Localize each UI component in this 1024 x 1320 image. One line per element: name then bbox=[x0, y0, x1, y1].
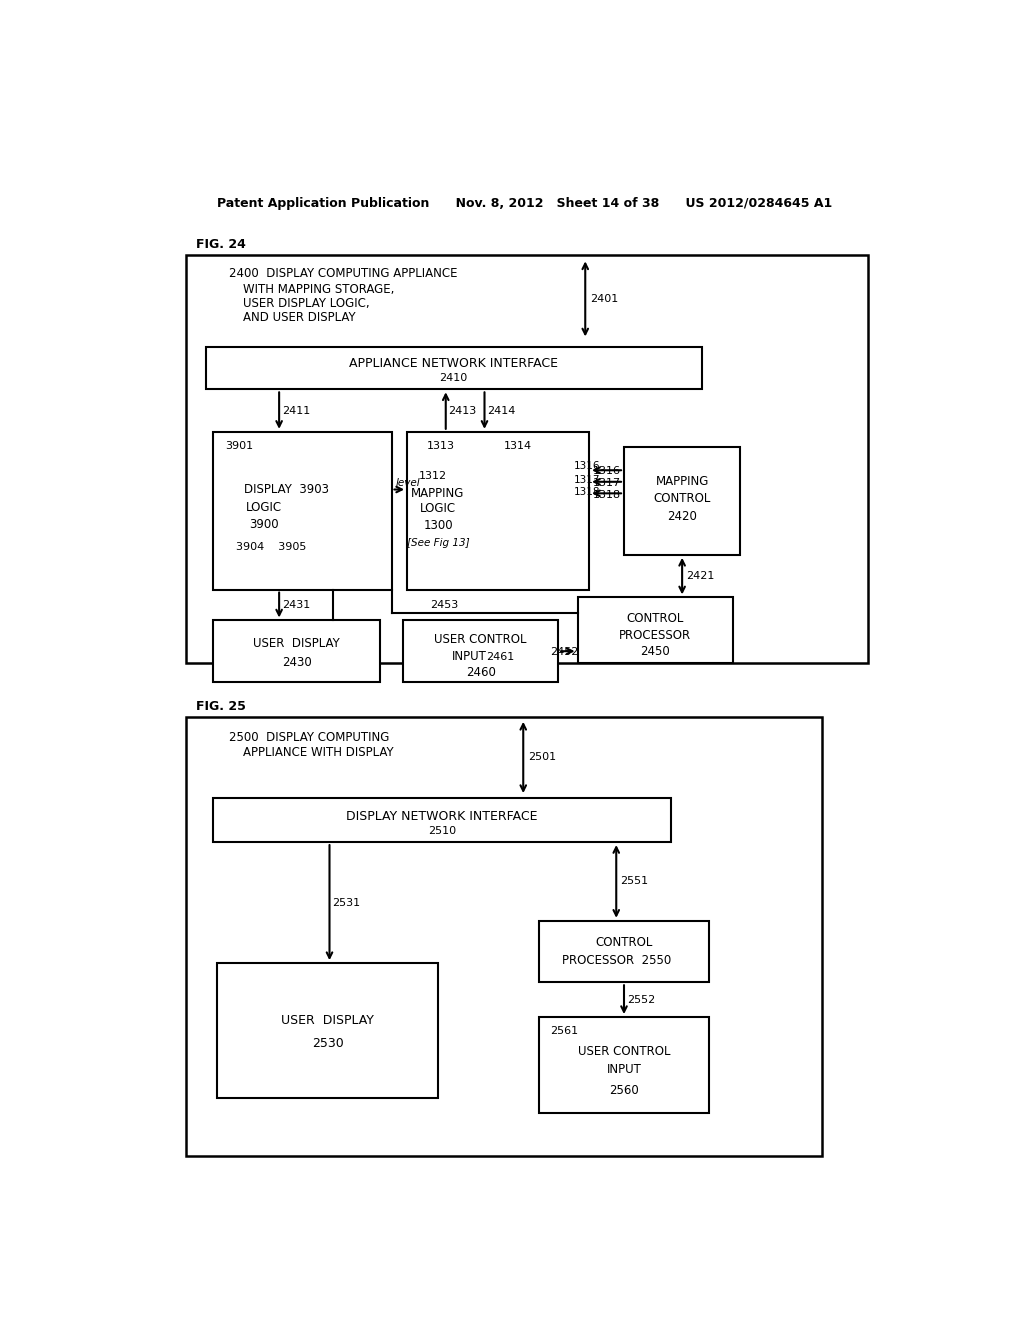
Text: 1318: 1318 bbox=[574, 487, 601, 496]
Text: USER CONTROL: USER CONTROL bbox=[578, 1045, 671, 1059]
Text: 2460: 2460 bbox=[466, 667, 496, 680]
Text: USER  DISPLAY: USER DISPLAY bbox=[253, 638, 340, 649]
Text: USER DISPLAY LOGIC,: USER DISPLAY LOGIC, bbox=[243, 297, 370, 310]
Text: 2551: 2551 bbox=[621, 876, 648, 887]
Text: 2510: 2510 bbox=[428, 826, 456, 837]
Text: 2411: 2411 bbox=[283, 405, 310, 416]
Text: 2453: 2453 bbox=[430, 601, 459, 610]
Text: 2431: 2431 bbox=[283, 601, 310, 610]
Text: APPLIANCE WITH DISPLAY: APPLIANCE WITH DISPLAY bbox=[243, 746, 393, 759]
Text: 2450: 2450 bbox=[640, 644, 670, 657]
Bar bbox=[403, 620, 558, 682]
Text: FIG. 24: FIG. 24 bbox=[197, 238, 246, 251]
Text: FIG. 25: FIG. 25 bbox=[197, 700, 246, 713]
Text: MAPPING: MAPPING bbox=[412, 487, 465, 500]
Bar bbox=[213, 432, 391, 590]
Text: 1312: 1312 bbox=[419, 471, 446, 482]
Bar bbox=[539, 921, 710, 982]
Bar bbox=[213, 797, 671, 842]
Text: 2410: 2410 bbox=[439, 372, 468, 383]
Text: 2420: 2420 bbox=[668, 510, 697, 523]
Text: 2413: 2413 bbox=[449, 405, 476, 416]
Text: 3901: 3901 bbox=[225, 441, 253, 450]
Text: 1316: 1316 bbox=[574, 462, 601, 471]
Bar bbox=[213, 620, 380, 682]
Text: CONTROL: CONTROL bbox=[653, 492, 711, 506]
Text: APPLIANCE NETWORK INTERFACE: APPLIANCE NETWORK INTERFACE bbox=[349, 358, 558, 371]
Text: 2461: 2461 bbox=[485, 652, 514, 661]
Bar bbox=[624, 447, 740, 554]
Text: WITH MAPPING STORAGE,: WITH MAPPING STORAGE, bbox=[243, 282, 394, 296]
Text: LOGIC: LOGIC bbox=[246, 500, 282, 513]
Text: 1314: 1314 bbox=[504, 441, 532, 450]
Text: 3900: 3900 bbox=[249, 517, 279, 531]
Text: 2500  DISPLAY COMPUTING: 2500 DISPLAY COMPUTING bbox=[228, 731, 389, 744]
Text: 1313: 1313 bbox=[426, 441, 455, 450]
Bar bbox=[186, 717, 821, 1155]
Bar bbox=[578, 597, 732, 663]
Text: 2452: 2452 bbox=[550, 647, 579, 657]
Text: CONTROL: CONTROL bbox=[627, 612, 684, 626]
Text: [See Fig 13]: [See Fig 13] bbox=[407, 539, 469, 548]
Text: LOGIC: LOGIC bbox=[420, 502, 456, 515]
Text: PROCESSOR: PROCESSOR bbox=[618, 630, 691, 643]
Text: 2560: 2560 bbox=[609, 1084, 639, 1097]
Bar bbox=[186, 255, 868, 663]
Text: 2400  DISPLAY COMPUTING APPLIANCE: 2400 DISPLAY COMPUTING APPLIANCE bbox=[228, 268, 458, 280]
Bar bbox=[539, 1016, 710, 1113]
Text: 2561: 2561 bbox=[550, 1026, 579, 1036]
Text: 2414: 2414 bbox=[486, 405, 515, 416]
Text: DISPLAY NETWORK INTERFACE: DISPLAY NETWORK INTERFACE bbox=[346, 810, 538, 824]
Text: 2530: 2530 bbox=[311, 1038, 343, 1051]
Text: 2531: 2531 bbox=[333, 898, 360, 908]
Text: 3904    3905: 3904 3905 bbox=[237, 543, 307, 552]
Text: INPUT: INPUT bbox=[452, 649, 486, 663]
Text: DISPLAY  3903: DISPLAY 3903 bbox=[245, 483, 330, 496]
Text: INPUT: INPUT bbox=[606, 1063, 641, 1076]
Bar bbox=[407, 432, 589, 590]
Text: MAPPING: MAPPING bbox=[655, 475, 709, 488]
Text: 2401: 2401 bbox=[590, 294, 618, 304]
Text: 1318: 1318 bbox=[593, 490, 621, 499]
Text: 1316: 1316 bbox=[593, 466, 621, 477]
Text: 2421: 2421 bbox=[686, 572, 715, 581]
Text: 1300: 1300 bbox=[423, 519, 453, 532]
Bar bbox=[206, 347, 701, 389]
Text: AND USER DISPLAY: AND USER DISPLAY bbox=[243, 310, 355, 323]
Text: 2552: 2552 bbox=[627, 995, 655, 1005]
Text: 1317: 1317 bbox=[574, 475, 601, 486]
Text: Patent Application Publication      Nov. 8, 2012   Sheet 14 of 38      US 2012/0: Patent Application Publication Nov. 8, 2… bbox=[217, 197, 833, 210]
Text: 2501: 2501 bbox=[528, 752, 556, 763]
Text: 1317: 1317 bbox=[593, 478, 621, 488]
Text: CONTROL: CONTROL bbox=[595, 936, 652, 949]
Bar bbox=[217, 964, 438, 1098]
Text: USER  DISPLAY: USER DISPLAY bbox=[282, 1014, 374, 1027]
Text: USER CONTROL: USER CONTROL bbox=[434, 634, 527, 647]
Text: 2430: 2430 bbox=[282, 656, 311, 669]
Text: level: level bbox=[395, 478, 420, 488]
Text: PROCESSOR  2550: PROCESSOR 2550 bbox=[562, 954, 672, 968]
